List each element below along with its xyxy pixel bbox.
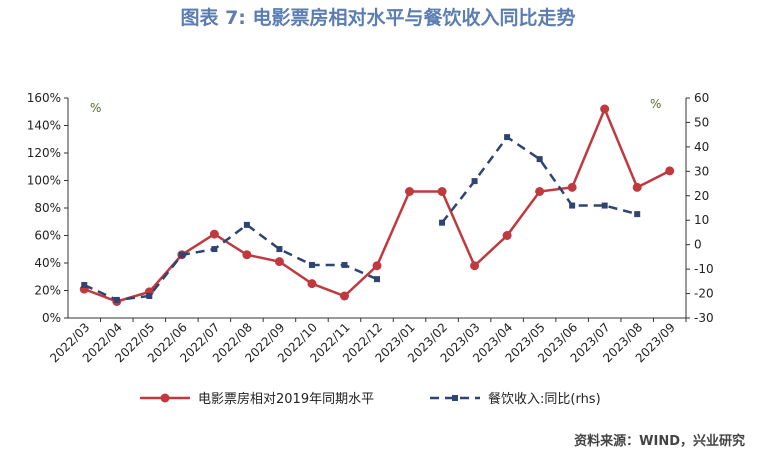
point: [243, 221, 250, 228]
point: [274, 257, 284, 267]
point: [146, 293, 153, 299]
y-unit: %: [90, 101, 101, 115]
point: [242, 250, 252, 260]
y-tick-label: 100%: [27, 174, 61, 188]
y2-tick-label: 10: [694, 213, 709, 227]
point: [81, 282, 88, 288]
y2-tick-label: 0: [694, 238, 702, 252]
point: [405, 187, 415, 196]
point: [341, 261, 348, 268]
series-line: [441, 135, 638, 224]
point: [504, 134, 511, 141]
point: [665, 166, 675, 176]
point: [634, 211, 641, 218]
point: [211, 246, 218, 253]
y-tick-label: 20%: [34, 284, 61, 298]
y2-unit: %: [650, 97, 661, 111]
point: [567, 182, 577, 192]
y-tick-label: 140%: [27, 119, 61, 133]
point: [502, 231, 512, 240]
point: [209, 229, 219, 239]
point: [113, 296, 120, 303]
point: [601, 202, 608, 209]
y-tick-label: 120%: [27, 146, 61, 160]
y2-tick-label: 20: [694, 189, 709, 203]
legend-label: 电影票房相对2019年同期水平: [198, 391, 374, 407]
point: [437, 187, 447, 196]
point: [178, 251, 185, 258]
point: [471, 178, 478, 185]
legend-marker: [452, 395, 458, 401]
point: [569, 202, 576, 209]
y-tick-label: 40%: [34, 256, 61, 270]
y-tick-label: 160%: [27, 91, 61, 105]
point: [372, 261, 382, 271]
y-tick-label: 0%: [42, 311, 61, 325]
series-line: [83, 223, 378, 302]
y2-tick-label: -20: [694, 287, 714, 301]
y2-tick-label: -10: [694, 262, 714, 276]
chart-title: 图表 7: 电影票房相对水平与餐饮收入同比走势: [180, 6, 575, 29]
y2-tick-label: 40: [694, 140, 709, 154]
y2-tick-label: 60: [694, 91, 709, 105]
point: [339, 291, 349, 301]
y-tick-label: 60%: [34, 229, 61, 243]
y2-tick-label: 50: [694, 115, 709, 129]
point: [535, 187, 545, 196]
y2-tick-label: 30: [694, 164, 709, 178]
point: [308, 261, 315, 268]
legend-marker: [160, 393, 170, 403]
point: [536, 156, 543, 163]
point: [632, 182, 642, 192]
y-tick-label: 80%: [34, 201, 61, 215]
point: [470, 261, 480, 271]
y2-tick-label: -30: [694, 311, 714, 325]
point: [307, 279, 317, 289]
point: [374, 276, 380, 283]
point: [439, 219, 446, 226]
point: [600, 104, 610, 114]
point: [276, 246, 283, 253]
source: 资料来源：WIND，兴业研究: [574, 433, 745, 449]
legend-label: 餐饮收入:同比(rhs): [488, 391, 601, 407]
